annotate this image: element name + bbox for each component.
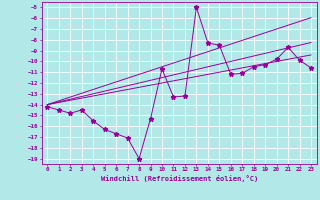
X-axis label: Windchill (Refroidissement éolien,°C): Windchill (Refroidissement éolien,°C) (100, 175, 258, 182)
